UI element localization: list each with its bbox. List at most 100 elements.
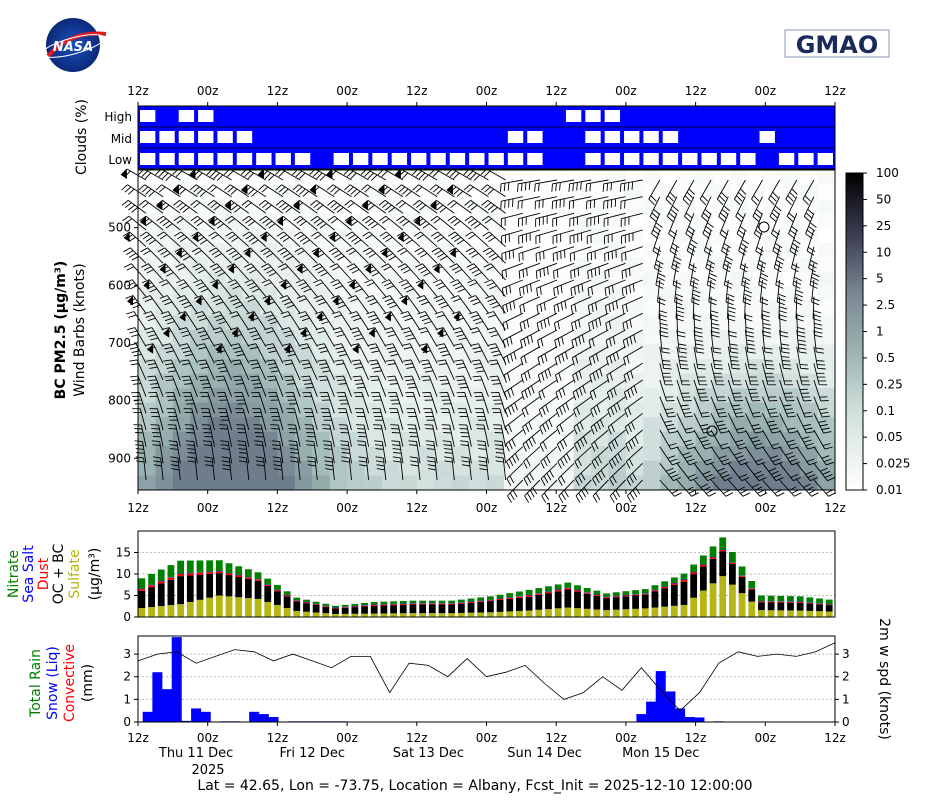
bc-cell bbox=[626, 345, 644, 360]
aerosol-bar-segment bbox=[806, 611, 813, 617]
cloud-clear-cell bbox=[585, 110, 600, 122]
bc-cell bbox=[730, 257, 748, 272]
time-tick-label: 12z bbox=[685, 84, 707, 98]
aerosol-bar-segment bbox=[168, 605, 175, 617]
aerosol-bar-segment bbox=[593, 591, 600, 595]
aerosol-bar-segment bbox=[429, 601, 436, 604]
nasa-logo: NASA bbox=[40, 18, 106, 72]
cloud-clear-cell bbox=[140, 153, 155, 165]
aerosol-bar-segment bbox=[322, 607, 329, 614]
bc-cell bbox=[626, 403, 644, 418]
aerosol-bar-segment bbox=[313, 604, 320, 605]
bc-cell bbox=[312, 272, 330, 287]
pressure-tick-label: 900 bbox=[108, 451, 131, 465]
cloud-clear-cell bbox=[566, 110, 581, 122]
bc-cell bbox=[643, 461, 661, 476]
bc-cell bbox=[365, 185, 383, 200]
aerosol-bar-segment bbox=[613, 610, 620, 617]
aerosol-bar-segment bbox=[574, 592, 581, 609]
aerosol-bar-segment bbox=[661, 607, 668, 617]
aerosol-bar-segment bbox=[419, 613, 426, 617]
bc-cell bbox=[330, 214, 348, 229]
aerosol-bar-segment bbox=[806, 603, 813, 604]
aerosol-bar-segment bbox=[671, 606, 678, 617]
bc-cell bbox=[277, 272, 295, 287]
aerosol-bar-segment bbox=[303, 602, 310, 603]
bc-cell bbox=[452, 403, 470, 418]
aerosol-bar-segment bbox=[226, 563, 233, 573]
bc-cell bbox=[643, 228, 661, 243]
bc-cell bbox=[591, 243, 609, 258]
bc-cell bbox=[155, 345, 173, 360]
aerosol-bar-segment bbox=[255, 580, 262, 581]
aerosol-bar-segment bbox=[477, 601, 484, 602]
bc-cell bbox=[608, 403, 626, 418]
aerosol-bar-segment bbox=[593, 596, 600, 610]
cloud-clear-cell bbox=[508, 153, 523, 165]
aerosol-bar-segment bbox=[139, 589, 146, 591]
cloud-clear-cell bbox=[450, 153, 465, 165]
bc-cell bbox=[295, 214, 313, 229]
bc-cell bbox=[521, 359, 539, 374]
cloud-clear-cell bbox=[237, 131, 252, 143]
aerosol-bar-segment bbox=[593, 595, 600, 596]
bc-cell bbox=[173, 345, 191, 360]
aerosol-bar-segment bbox=[574, 608, 581, 617]
bc-cell bbox=[295, 374, 313, 389]
time-tick-label: 12z bbox=[545, 84, 567, 98]
bc-cell bbox=[382, 475, 400, 490]
aerosol-bar-segment bbox=[642, 594, 649, 595]
bc-cell bbox=[678, 475, 696, 490]
aerosol-bar-segment bbox=[264, 602, 271, 617]
bc-cell bbox=[225, 272, 243, 287]
cloud-clear-cell bbox=[198, 110, 213, 122]
bc-cell bbox=[765, 475, 783, 490]
bc-cell bbox=[399, 199, 417, 214]
aerosol-bar-segment bbox=[739, 576, 746, 577]
aerosol-bar-segment bbox=[516, 597, 523, 598]
aerosol-bar-segment bbox=[303, 612, 310, 617]
bc-cell bbox=[783, 315, 801, 330]
aerosol-bar-segment bbox=[748, 590, 755, 602]
aerosol-bar-segment bbox=[739, 577, 746, 593]
aerosol-bar-segment bbox=[410, 604, 417, 605]
bc-cell bbox=[277, 228, 295, 243]
aerosol-bar-segment bbox=[419, 604, 426, 605]
bc-cell bbox=[626, 315, 644, 330]
aerosol-bar-segment bbox=[264, 579, 271, 585]
aerosol-bar-segment bbox=[652, 608, 659, 617]
aerosol-bar-segment bbox=[390, 601, 397, 604]
aerosol-bar-segment bbox=[506, 598, 513, 599]
aerosol-bar-segment bbox=[700, 556, 707, 565]
bc-cell bbox=[591, 199, 609, 214]
bc-cell bbox=[696, 359, 714, 374]
aerosol-bar-segment bbox=[681, 605, 688, 617]
aerosol-bar-segment bbox=[545, 592, 552, 593]
bc-cell bbox=[434, 359, 452, 374]
bc-cell bbox=[190, 475, 208, 490]
precip-tick-label: 1 bbox=[123, 692, 131, 706]
aerosol-bar-segment bbox=[506, 593, 513, 597]
aerosol-bar-segment bbox=[545, 609, 552, 617]
bc-cell bbox=[591, 461, 609, 476]
aerosol-bar-segment bbox=[284, 596, 291, 608]
bc-cell bbox=[190, 243, 208, 258]
aerosol-bar-segment bbox=[729, 563, 736, 564]
snow-bar bbox=[191, 708, 201, 722]
aerosol-bar-segment bbox=[448, 613, 455, 617]
bc-cell bbox=[696, 214, 714, 229]
bc-cell bbox=[260, 475, 278, 490]
bc-cell bbox=[556, 272, 574, 287]
cloud-clear-cell bbox=[663, 153, 678, 165]
bc-cell bbox=[504, 403, 522, 418]
cloud-clear-cell bbox=[217, 131, 232, 143]
aerosol-bar-segment bbox=[303, 600, 310, 602]
cloud-clear-cell bbox=[682, 153, 697, 165]
aerosol-bar-segment bbox=[390, 605, 397, 613]
aerosol-bar-segment bbox=[419, 605, 426, 614]
bc-cell bbox=[434, 243, 452, 258]
aerosol-bar-segment bbox=[584, 588, 591, 592]
wind-speed-tick-label: 3 bbox=[842, 647, 850, 661]
